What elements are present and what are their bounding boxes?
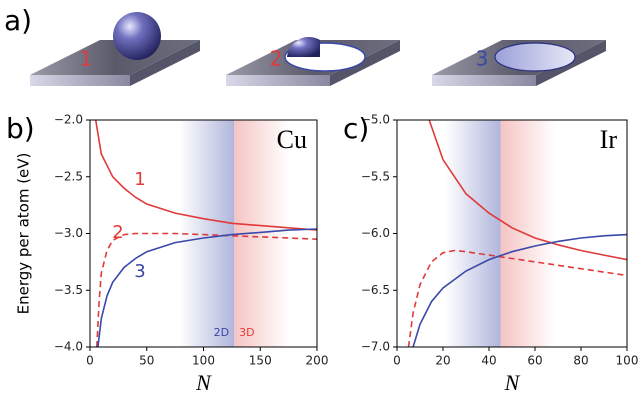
x-tick-label: 20 [435,354,450,368]
y-tick-label: −2.5 [54,169,83,183]
x-tick-label: 150 [249,354,272,368]
illustration-1 [30,12,200,86]
y-tick-label: −6.5 [361,283,390,297]
panel-label: a) [4,4,32,37]
y-tick-label: −6.0 [361,226,390,240]
y-tick-label: −5.5 [361,169,390,183]
y-tick-label: −2.0 [54,113,83,127]
x-tick-label: 0 [86,354,94,368]
item-label: 2 [270,47,283,71]
shade-2d [446,120,501,347]
panel-label: b) [6,112,35,145]
x-tick-label: 100 [192,354,215,368]
series-label: 1 [134,169,145,190]
y-tick-label: −3.0 [54,226,83,240]
x-tick-label: 60 [527,354,542,368]
series-label: 3 [134,261,145,282]
x-tick-label: 0 [393,354,401,368]
x-tick-label: 200 [306,354,329,368]
x-tick-label: 80 [573,354,588,368]
plot [409,120,628,347]
x-axis-label: N [504,370,521,395]
illustration-3 [432,40,606,86]
annotation: Ir [600,125,618,154]
x-tick-label: 50 [139,354,154,368]
item-label: 3 [476,47,489,71]
x-axis-label: N [195,370,212,395]
plot [96,120,317,347]
shade-3d [501,120,556,347]
y-tick-label: −7.0 [361,340,390,354]
annotation: Cu [277,125,307,154]
region-label: 2D [214,326,229,339]
item-label: 1 [80,47,93,71]
region-label: 3D [239,326,254,339]
panel-label: c) [343,112,369,145]
figure: a) 1 2 3 2D3D123050100150200−4.0−3.5−3.0… [0,0,638,402]
x-tick-label: 40 [481,354,496,368]
y-tick-label: −3.5 [54,283,83,297]
y-tick-label: −4.0 [54,340,83,354]
illustration-2 [226,37,400,86]
series-label: 2 [112,222,123,243]
y-axis-label: Energy per atom (eV) [15,153,33,315]
x-tick-label: 100 [616,354,638,368]
